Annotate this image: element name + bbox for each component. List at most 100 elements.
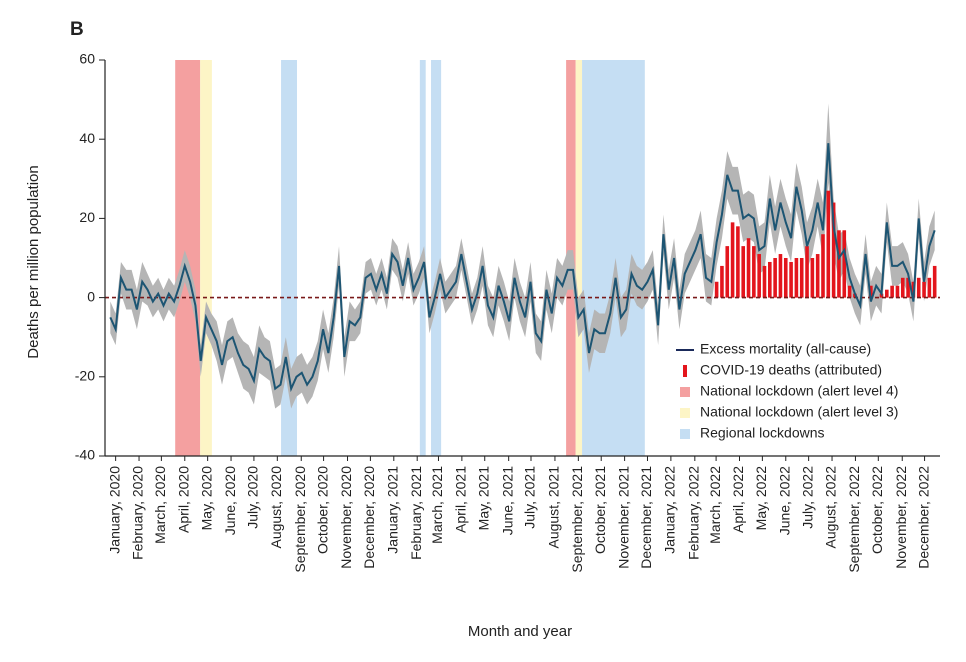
x-tick-label: December, 2020	[361, 466, 377, 569]
covid-bar	[922, 281, 926, 298]
x-tick-label: May, 2021	[475, 466, 491, 531]
legend-swatch	[680, 408, 690, 418]
x-tick-label: October, 2022	[869, 466, 885, 554]
y-tick-label: 0	[87, 288, 95, 304]
x-tick-label: July, 2022	[799, 466, 815, 529]
legend-label: National lockdown (alert level 4)	[700, 383, 898, 399]
covid-bar	[879, 293, 884, 298]
panel-label: B	[70, 19, 84, 40]
x-tick-label: July, 2020	[245, 466, 261, 529]
legend-label: COVID-19 deaths (attributed)	[700, 362, 882, 378]
covid-bar	[794, 258, 799, 298]
covid-bar	[741, 246, 746, 298]
y-tick-label: 40	[79, 130, 95, 146]
covid-bar	[768, 261, 772, 298]
covid-bar	[916, 277, 921, 298]
covid-bar	[821, 234, 825, 298]
legend: Excess mortality (all-cause) COVID-19 dea…	[676, 341, 898, 441]
covid-bar	[869, 285, 873, 298]
x-tick-label: October, 2020	[314, 466, 330, 554]
x-tick-label: August, 2020	[268, 466, 284, 549]
x-tick-label: April, 2022	[730, 466, 746, 533]
covid-bar	[714, 281, 719, 298]
x-tick-label: June, 2021	[499, 466, 515, 535]
x-tick-label: November, 2021	[615, 466, 631, 569]
covid-bar	[752, 246, 756, 298]
lockdown-region	[582, 60, 645, 456]
covid-bar	[900, 277, 905, 298]
covid-bar	[890, 285, 894, 298]
covid-bar	[725, 246, 730, 298]
covid-bar	[932, 265, 937, 298]
lockdown-region	[200, 60, 212, 456]
covid-bar	[783, 258, 788, 298]
plot	[105, 103, 940, 409]
y-tick-label: 20	[79, 209, 95, 225]
legend-swatch	[683, 365, 687, 377]
x-tick-label: November, 2022	[893, 466, 909, 569]
y-tick-label: -20	[75, 368, 95, 384]
x-tick-label: September, 2022	[846, 466, 862, 573]
covid-bar	[927, 277, 932, 298]
lockdown-region	[575, 60, 583, 456]
x-tick-label: August, 2022	[823, 466, 839, 549]
covid-bar	[885, 289, 889, 298]
covid-bar	[842, 230, 847, 298]
x-tick-label: December, 2022	[915, 466, 931, 569]
covid-bar	[837, 230, 841, 298]
legend-label: National lockdown (alert level 3)	[700, 404, 898, 420]
covid-bar	[746, 238, 751, 298]
x-tick-label: November, 2020	[338, 466, 354, 569]
covid-bar	[778, 254, 783, 298]
x-tick-label: June, 2022	[776, 466, 792, 535]
x-tick-label: January, 2020	[106, 466, 122, 554]
covid-bar	[805, 246, 809, 298]
lockdown-region	[431, 60, 442, 456]
x-tick-label: October, 2021	[592, 466, 608, 554]
x-tick-label: March, 2020	[152, 466, 168, 544]
covid-bar	[906, 277, 910, 298]
lockdown-region	[175, 60, 201, 456]
x-tick-label: April, 2021	[453, 466, 469, 533]
x-tick-label: February, 2021	[408, 466, 424, 560]
legend-swatch	[680, 387, 690, 397]
covid-bar	[720, 265, 724, 298]
covid-bar	[831, 202, 836, 298]
legend-swatch	[680, 429, 690, 439]
x-tick-label: January, 2021	[384, 466, 400, 554]
covid-bar	[847, 285, 852, 298]
x-tick-label: September, 2020	[292, 466, 308, 573]
legend-label: Regional lockdowns	[700, 425, 825, 441]
covid-bar	[762, 265, 767, 298]
legend-label: Excess mortality (all-cause)	[700, 341, 871, 357]
covid-bar	[895, 285, 900, 298]
x-tick-label: September, 2021	[569, 466, 585, 573]
x-tick-label: January, 2022	[662, 466, 678, 554]
y-tick-label: -40	[75, 447, 95, 463]
x-tick-label: April, 2020	[175, 466, 191, 533]
covid-bar	[789, 261, 793, 298]
x-tick-label: July, 2021	[522, 466, 538, 529]
excess-line	[109, 143, 936, 393]
x-tick-label: May, 2022	[753, 466, 769, 531]
x-tick-label: June, 2020	[222, 466, 238, 535]
covid-bar	[799, 258, 804, 298]
x-tick-label: March, 2021	[429, 466, 445, 544]
covid-bar	[736, 226, 740, 298]
x-axis-title: Month and year	[468, 623, 572, 640]
covid-bar	[815, 254, 820, 298]
covid-bar	[810, 258, 815, 298]
x-tick-label: February, 2020	[130, 466, 146, 560]
covid-bar	[730, 222, 735, 298]
y-tick-label: 60	[79, 51, 95, 67]
covid-bar	[773, 258, 777, 298]
x-tick-label: December, 2021	[638, 466, 654, 569]
covid-bar	[826, 190, 831, 298]
x-tick-label: May, 2020	[198, 466, 214, 531]
covid-bar	[757, 254, 761, 298]
x-tick-label: February, 2022	[686, 466, 702, 560]
x-tick-label: August, 2021	[546, 466, 562, 549]
x-tick-label: March, 2022	[707, 466, 723, 544]
y-axis-title: Deaths per million population	[25, 165, 42, 358]
